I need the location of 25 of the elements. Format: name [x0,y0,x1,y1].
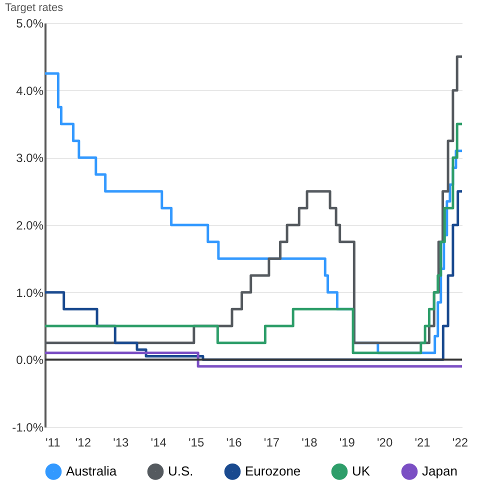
legend-label: Eurozone [245,464,301,479]
legend-label: U.S. [168,464,194,479]
chart-title: Target rates [5,2,64,14]
x-tick-label: '20 [377,436,393,450]
legend-label: Australia [66,464,118,479]
y-tick-label: -1.0% [12,420,44,434]
y-tick-label: 4.0% [16,84,44,98]
x-tick-label: '11 [46,436,61,450]
x-tick-label: '21 [414,436,431,450]
y-tick-label: 2.0% [16,218,44,232]
legend-label: UK [352,464,370,479]
x-tick-label: '16 [226,436,242,450]
y-tick-label: 5.0% [16,16,44,30]
x-tick-label: '15 [188,436,204,450]
x-tick-label: '18 [302,436,318,450]
x-tick-label: '17 [264,436,280,450]
x-tick-label: '12 [75,436,92,450]
y-tick-label: 1.0% [16,286,44,300]
y-tick-label: 0.0% [16,353,44,368]
x-tick-label: '14 [150,436,167,450]
x-tick-label: '22 [452,436,468,450]
y-tick-label: 3.0% [16,151,44,166]
legend-label: Japan [422,464,458,479]
x-tick-label: '13 [113,436,130,450]
x-tick-label: '19 [339,436,356,450]
